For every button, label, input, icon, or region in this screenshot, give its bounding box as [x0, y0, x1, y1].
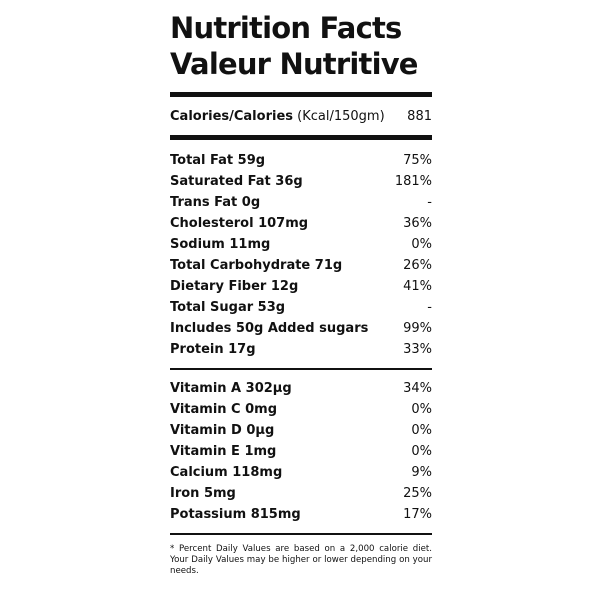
vitamins-list: Vitamin A 302µg 34% Vitamin C 0mg 0% Vitamin… [170, 378, 432, 525]
vitamin-row: Vitamin D 0µg 0% [170, 420, 432, 441]
nutrient-row: Dietary Fiber 12g 41% [170, 276, 432, 297]
nutrition-label: Nutrition Facts Valeur Nutritive Calorie… [170, 10, 432, 577]
nutrient-row-name: Total Sugar 53g [170, 300, 286, 315]
vitamin-row-daily-value: 34% [403, 381, 432, 396]
title-english: Nutrition Facts [170, 11, 402, 45]
nutrient-row: Protein 17g 33% [170, 339, 432, 360]
nutrient-row-name: Total Fat 59g [170, 153, 266, 168]
nutrient-row-daily-value: - [427, 195, 432, 210]
divider-thick-top [170, 92, 432, 97]
vitamin-row: Calcium 118mg 9% [170, 462, 432, 483]
nutrient-row-name: Protein 17g [170, 342, 256, 357]
vitamin-row-daily-value: 17% [403, 507, 432, 522]
vitamin-row-name: Vitamin C 0mg [170, 402, 278, 417]
footnote: * Percent Daily Values are based on a 2,… [170, 544, 432, 576]
vitamin-row-daily-value: 0% [411, 423, 432, 438]
nutrient-row-name: Total Carbohydrate 71g [170, 258, 343, 273]
vitamin-row-name: Vitamin D 0µg [170, 423, 275, 438]
calories-unit: (Kcal/150gm) [297, 108, 385, 124]
divider-thin-footnote [170, 533, 432, 535]
divider-thin-vitamins [170, 368, 432, 370]
nutrient-row: Total Fat 59g 75% [170, 150, 432, 171]
nutrients-list: Total Fat 59g 75% Saturated Fat 36g 181% Tra… [170, 150, 432, 360]
vitamin-row: Vitamin E 1mg 0% [170, 441, 432, 462]
divider-thick-calories [170, 135, 432, 140]
nutrient-row: Saturated Fat 36g 181% [170, 171, 432, 192]
nutrient-row-daily-value: 75% [403, 153, 432, 168]
vitamin-row: Vitamin A 302µg 34% [170, 378, 432, 399]
nutrient-row-daily-value: 36% [403, 216, 432, 231]
calories-value: 881 [407, 108, 432, 124]
calories-label: Calories/Calories [170, 108, 293, 124]
nutrient-row: Sodium 11mg 0% [170, 234, 432, 255]
nutrient-row-name: Trans Fat 0g [170, 195, 261, 210]
nutrient-row: Total Carbohydrate 71g 26% [170, 255, 432, 276]
nutrient-row-daily-value: 33% [403, 342, 432, 357]
nutrient-row-name: Cholesterol 107mg [170, 216, 309, 231]
nutrient-row-daily-value: - [427, 300, 432, 315]
nutrient-row-daily-value: 41% [403, 279, 432, 294]
vitamin-row-name: Potassium 815mg [170, 507, 301, 522]
vitamin-row-name: Calcium 118mg [170, 465, 283, 480]
nutrient-row-name: Saturated Fat 36g [170, 174, 303, 189]
nutrient-row-daily-value: 181% [394, 174, 432, 189]
calories-row: Calories/Calories (Kcal/150gm) 881 [170, 97, 432, 135]
vitamin-row-name: Vitamin A 302µg [170, 381, 292, 396]
vitamin-row: Potassium 815mg 17% [170, 504, 432, 525]
vitamin-row-daily-value: 9% [411, 465, 432, 480]
vitamin-row-daily-value: 0% [411, 402, 432, 417]
nutrient-row-name: Dietary Fiber 12g [170, 279, 299, 294]
nutrient-row-daily-value: 0% [411, 237, 432, 252]
nutrient-row: Total Sugar 53g - [170, 297, 432, 318]
nutrient-row-name: Includes 50g Added sugars [170, 321, 369, 336]
nutrient-row-name: Sodium 11mg [170, 237, 271, 252]
vitamin-row-daily-value: 25% [403, 486, 432, 501]
nutrient-row-daily-value: 26% [403, 258, 432, 273]
nutrient-row-daily-value: 99% [403, 321, 432, 336]
nutrient-row: Cholesterol 107mg 36% [170, 213, 432, 234]
vitamin-row-name: Vitamin E 1mg [170, 444, 277, 459]
vitamin-row-daily-value: 0% [411, 444, 432, 459]
nutrient-row: Includes 50g Added sugars 99% [170, 318, 432, 339]
vitamin-row: Iron 5mg 25% [170, 483, 432, 504]
nutrient-row: Trans Fat 0g - [170, 192, 432, 213]
vitamin-row: Vitamin C 0mg 0% [170, 399, 432, 420]
vitamin-row-name: Iron 5mg [170, 486, 236, 501]
title-french: Valeur Nutritive [170, 47, 418, 81]
